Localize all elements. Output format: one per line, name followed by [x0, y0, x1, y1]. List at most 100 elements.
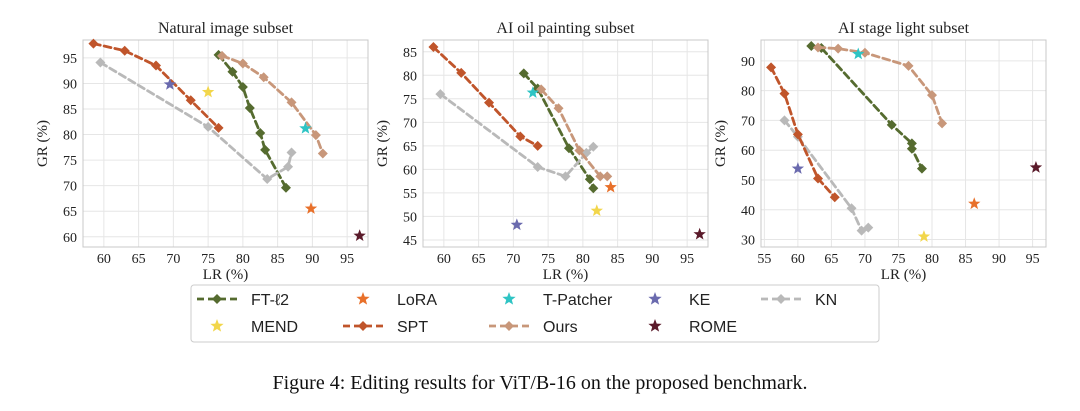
- series-spt: [766, 62, 840, 203]
- chart-panel-ai-stage-light-subset: 55 60 65 70 75 80 85 90 95 30 40 50 60 70 80 90 AI stage…: [713, 20, 1047, 283]
- data-point: [260, 144, 271, 155]
- data-point: [515, 131, 526, 142]
- data-point-rome: [693, 227, 706, 240]
- x-tick-label: 85: [959, 252, 973, 267]
- y-tick-label: 90: [741, 55, 755, 70]
- x-tick-label: 95: [1026, 252, 1040, 267]
- legend-item-rome: ROME: [648, 319, 737, 336]
- x-tick-label: 75: [541, 252, 555, 267]
- data-point: [806, 40, 817, 51]
- y-axis-label: GR (%): [375, 120, 391, 167]
- data-point: [237, 58, 248, 69]
- chart-panel-natural-image-subset: 60 65 70 75 80 85 90 95 60 65 70 75 80 85 90 95 Natural …: [35, 20, 369, 283]
- legend-item-ke: KE: [648, 292, 710, 309]
- chart-title: Natural image subset: [158, 20, 294, 37]
- chart-title: AI oil painting subset: [496, 20, 635, 37]
- plot-frame: [82, 39, 369, 248]
- data-point: [88, 38, 99, 49]
- data-point-ke: [510, 218, 524, 231]
- legend-item-spt: SPT: [343, 319, 428, 336]
- series-ours: [217, 50, 328, 159]
- y-tick-label: 70: [741, 114, 755, 129]
- data-point: [518, 68, 529, 79]
- data-point-lora: [304, 202, 318, 214]
- data-point: [563, 143, 574, 154]
- y-axis-label: GR (%): [35, 120, 51, 167]
- figure-caption: Figure 4: Editing results for ViT/B-16 o…: [272, 372, 807, 394]
- legend-swatch-marker: [356, 292, 370, 305]
- data-point-lora: [968, 197, 981, 210]
- series-ours: [813, 42, 948, 129]
- plot-frame: [760, 39, 1047, 248]
- data-point: [317, 148, 328, 159]
- y-tick-label: 85: [63, 103, 77, 118]
- data-point: [927, 90, 937, 101]
- data-point: [903, 60, 914, 71]
- y-tick-label: 70: [63, 180, 77, 195]
- series-spt: [428, 42, 543, 151]
- data-point: [906, 138, 917, 149]
- legend-item-ft-2: FT-ℓ2: [197, 292, 289, 309]
- legend-item-kn: KN: [761, 292, 837, 309]
- x-tick-label: 60: [437, 252, 451, 267]
- data-point: [916, 163, 927, 174]
- data-point: [532, 162, 543, 173]
- data-point: [779, 88, 790, 99]
- data-point: [937, 118, 948, 129]
- data-point: [286, 97, 297, 108]
- data-point: [258, 72, 269, 83]
- x-axis-label: LR (%): [543, 267, 588, 283]
- legend: FT-ℓ2 LoRA T-Patcher KE KN MEND SPT Ours ROME: [190, 284, 880, 343]
- legend-swatch-marker: [502, 292, 516, 305]
- data-point: [150, 60, 161, 71]
- y-tick-label: 45: [403, 234, 417, 249]
- data-point: [310, 130, 321, 141]
- data-point: [813, 173, 823, 184]
- y-tick-label: 55: [403, 187, 417, 202]
- chart-panels: 60 65 70 75 80 85 90 95 60 65 70 75 80 85 90 95 Natural …: [35, 20, 1047, 283]
- data-point: [595, 171, 606, 182]
- x-tick-label: 85: [271, 252, 285, 267]
- y-tick-label: 70: [403, 116, 417, 131]
- y-tick-label: 75: [63, 154, 77, 169]
- y-tick-label: 80: [741, 85, 755, 100]
- series-kn: [435, 89, 599, 182]
- y-tick-label: 65: [63, 205, 77, 220]
- x-tick-label: 70: [166, 252, 180, 267]
- data-point: [283, 161, 294, 172]
- series-kn: [779, 115, 874, 236]
- legend-item-ours: Ours: [489, 319, 578, 336]
- legend-label: ROME: [689, 319, 737, 336]
- data-point: [185, 95, 196, 106]
- data-point: [435, 89, 446, 100]
- legend-swatch-marker: [648, 319, 662, 332]
- data-point: [244, 102, 255, 113]
- x-tick-label: 95: [340, 252, 354, 267]
- legend-label: T-Patcher: [543, 292, 613, 309]
- x-tick-label: 95: [680, 252, 694, 267]
- data-point: [560, 171, 571, 182]
- x-tick-label: 65: [824, 252, 838, 267]
- data-point: [532, 140, 543, 151]
- legend-label: KN: [815, 292, 837, 309]
- data-point: [829, 192, 840, 203]
- legend-swatch-marker: [648, 292, 662, 305]
- series-ours: [536, 84, 613, 182]
- data-point: [602, 171, 613, 182]
- data-point: [428, 42, 439, 53]
- data-point: [237, 82, 248, 93]
- data-point: [95, 57, 106, 68]
- data-point: [280, 182, 291, 193]
- x-tick-label: 70: [858, 252, 872, 267]
- x-tick-label: 85: [611, 252, 625, 267]
- y-axis-label: GR (%): [713, 120, 729, 167]
- y-tick-label: 80: [403, 69, 417, 84]
- legend-label: FT-ℓ2: [251, 292, 289, 309]
- data-point: [833, 43, 844, 54]
- x-tick-label: 75: [201, 252, 215, 267]
- legend-swatch-marker: [212, 294, 222, 304]
- legend-label: LoRA: [397, 292, 437, 309]
- data-point: [906, 143, 917, 154]
- legend-swatch-marker: [776, 294, 786, 304]
- chart-panel-ai-oil-painting-subset: 60 65 70 75 80 85 90 95 45 50 55 60 65 70 75 80 85 AI oil…: [375, 20, 709, 283]
